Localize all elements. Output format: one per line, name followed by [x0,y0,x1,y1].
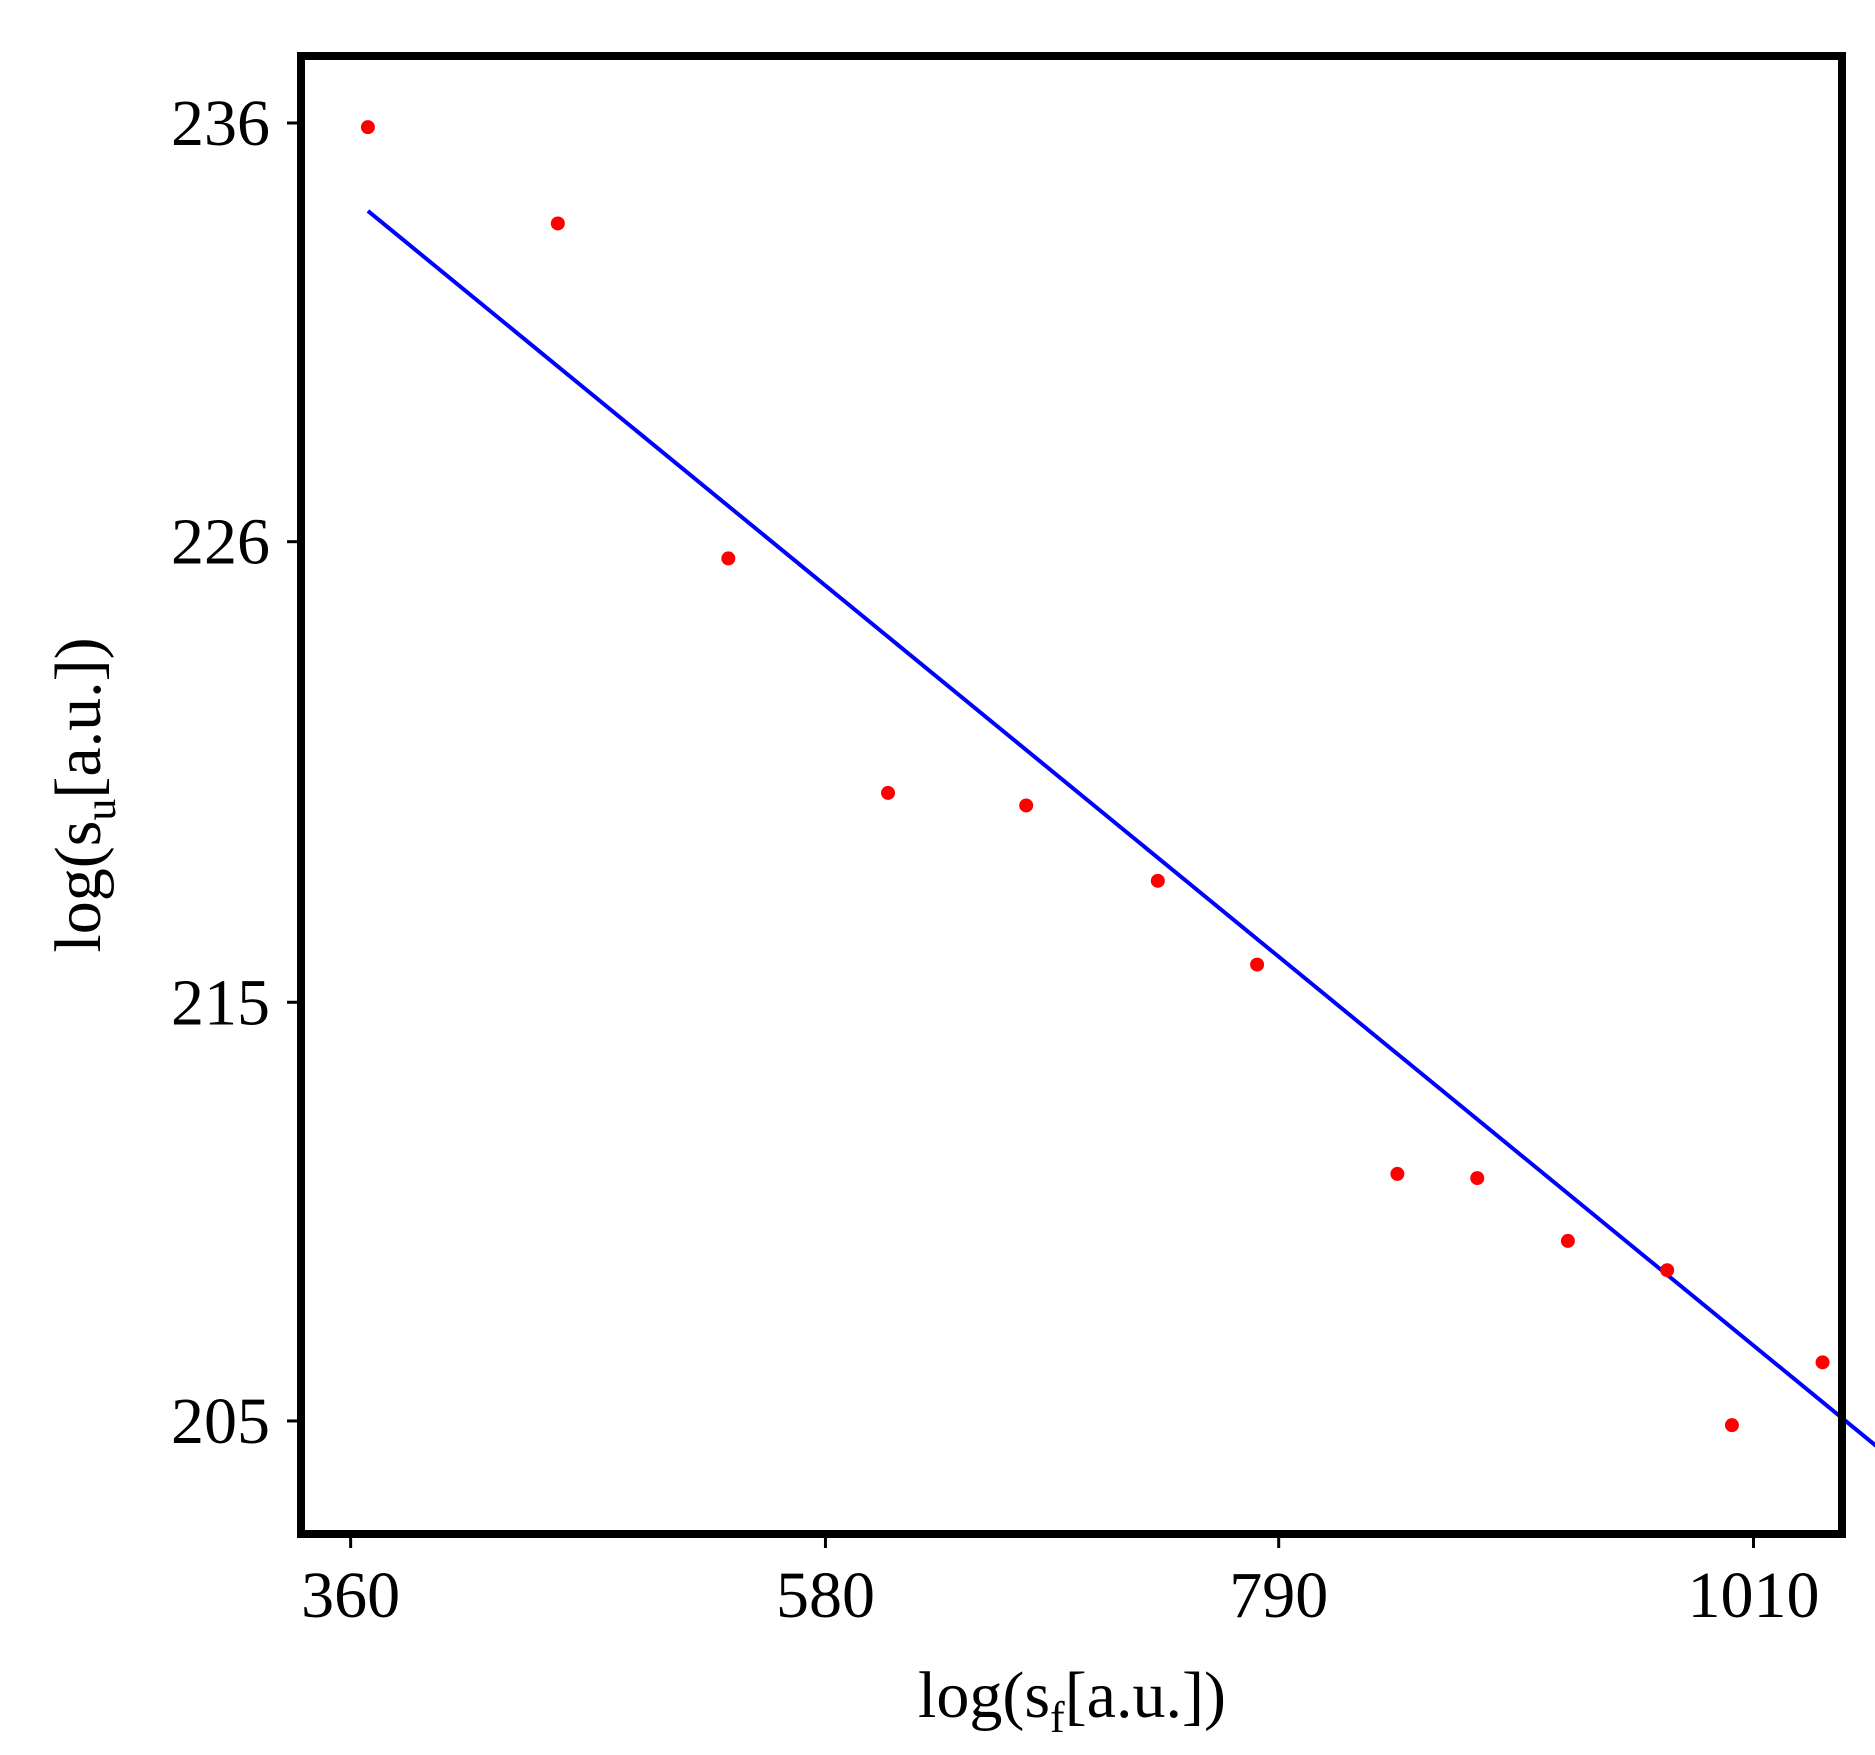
x-tick-label-1: 360 [301,1559,400,1632]
x-axis-ticks: 360 580 790 1010 [301,1534,1820,1632]
fit-line [366,209,1875,1448]
data-point-11 [1660,1263,1675,1278]
x-tick-label-2: 580 [776,1559,875,1632]
data-point-8 [1390,1166,1405,1181]
data-point-3 [721,551,736,566]
y-tick-label-3: 226 [171,506,270,579]
y-axis-ticks: 205 215 226 236 [171,87,301,1458]
x-tick-label-4: 1010 [1688,1559,1820,1632]
x-axis-title: log(sf[a.u.]) [918,1659,1226,1742]
data-point-12 [1724,1418,1739,1433]
x-tick-label-3: 790 [1229,1559,1328,1632]
data-point-7 [1250,957,1265,972]
data-point-2 [550,216,565,231]
data-point-4 [881,785,896,800]
plot-marks [360,120,1875,1448]
data-point-5 [1019,798,1034,813]
data-point-1 [360,120,375,135]
y-tick-label-1: 205 [171,1385,270,1458]
y-tick-label-2: 215 [171,966,270,1039]
y-axis-title: log(su[a.u.]) [42,637,125,952]
y-tick-label-4: 236 [171,87,270,160]
data-point-9 [1470,1171,1485,1186]
data-point-6 [1150,873,1165,888]
plot-frame [297,52,1846,1538]
data-point-10 [1560,1233,1575,1248]
data-point-13 [1815,1355,1830,1370]
